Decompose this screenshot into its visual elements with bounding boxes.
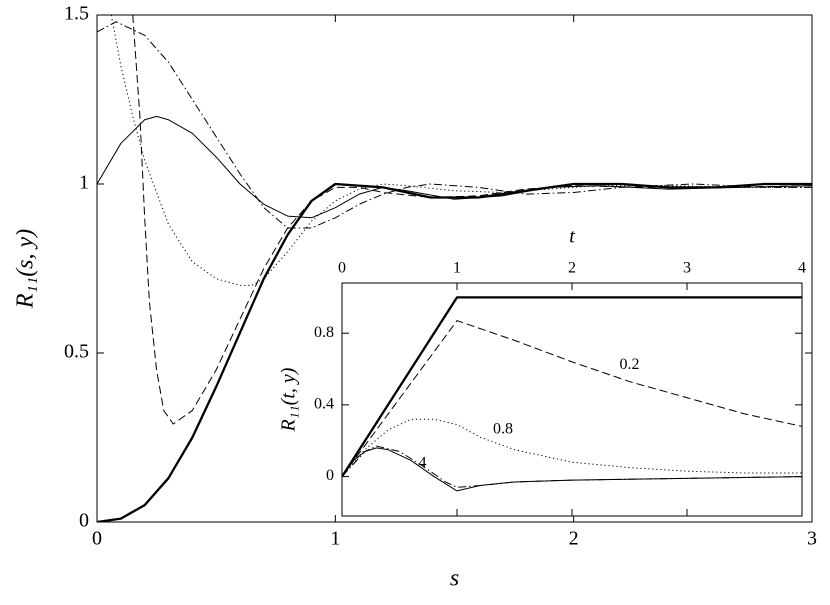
line-series	[342, 296, 802, 478]
y-tick-label: 0.4	[314, 396, 334, 413]
x-axis-label: s	[450, 566, 459, 592]
y-tick-label: 0.8	[314, 324, 334, 341]
y-tick-label: 1.5	[64, 3, 89, 25]
y-tick-label: 1	[79, 172, 89, 194]
line-series	[342, 447, 802, 492]
x-axis-label: t	[569, 226, 575, 248]
y-axis-label: R₁₁(t, y)	[278, 367, 300, 432]
x-tick-label: 4	[798, 260, 806, 277]
x-tick-label: 0	[92, 528, 102, 550]
annotation: 4	[419, 455, 427, 472]
annotation: 0.2	[620, 356, 640, 373]
line-series	[342, 445, 802, 488]
x-tick-label: 1	[330, 528, 340, 550]
y-tick-label: 0	[79, 510, 89, 532]
y-tick-label: 0.5	[64, 341, 89, 363]
x-tick-label: 2	[569, 528, 579, 550]
x-tick-label: 3	[683, 260, 691, 277]
series-group	[97, 15, 812, 522]
line-series	[97, 21, 812, 229]
series-group	[342, 296, 802, 492]
line-series	[342, 320, 802, 477]
plot-area	[342, 283, 802, 516]
x-tick-label: 0	[338, 260, 346, 277]
axes-frame	[96, 14, 813, 523]
line-series	[110, 15, 812, 286]
x-tick-label: 3	[807, 528, 817, 550]
y-axis-label: R₁₁(s, y)	[13, 229, 39, 309]
annotation: 0.8	[493, 421, 513, 438]
x-tick-label: 2	[568, 260, 576, 277]
line-series	[132, 15, 812, 425]
line-series	[97, 115, 812, 219]
y-tick-label: 0	[326, 467, 334, 484]
x-tick-label: 1	[453, 260, 461, 277]
